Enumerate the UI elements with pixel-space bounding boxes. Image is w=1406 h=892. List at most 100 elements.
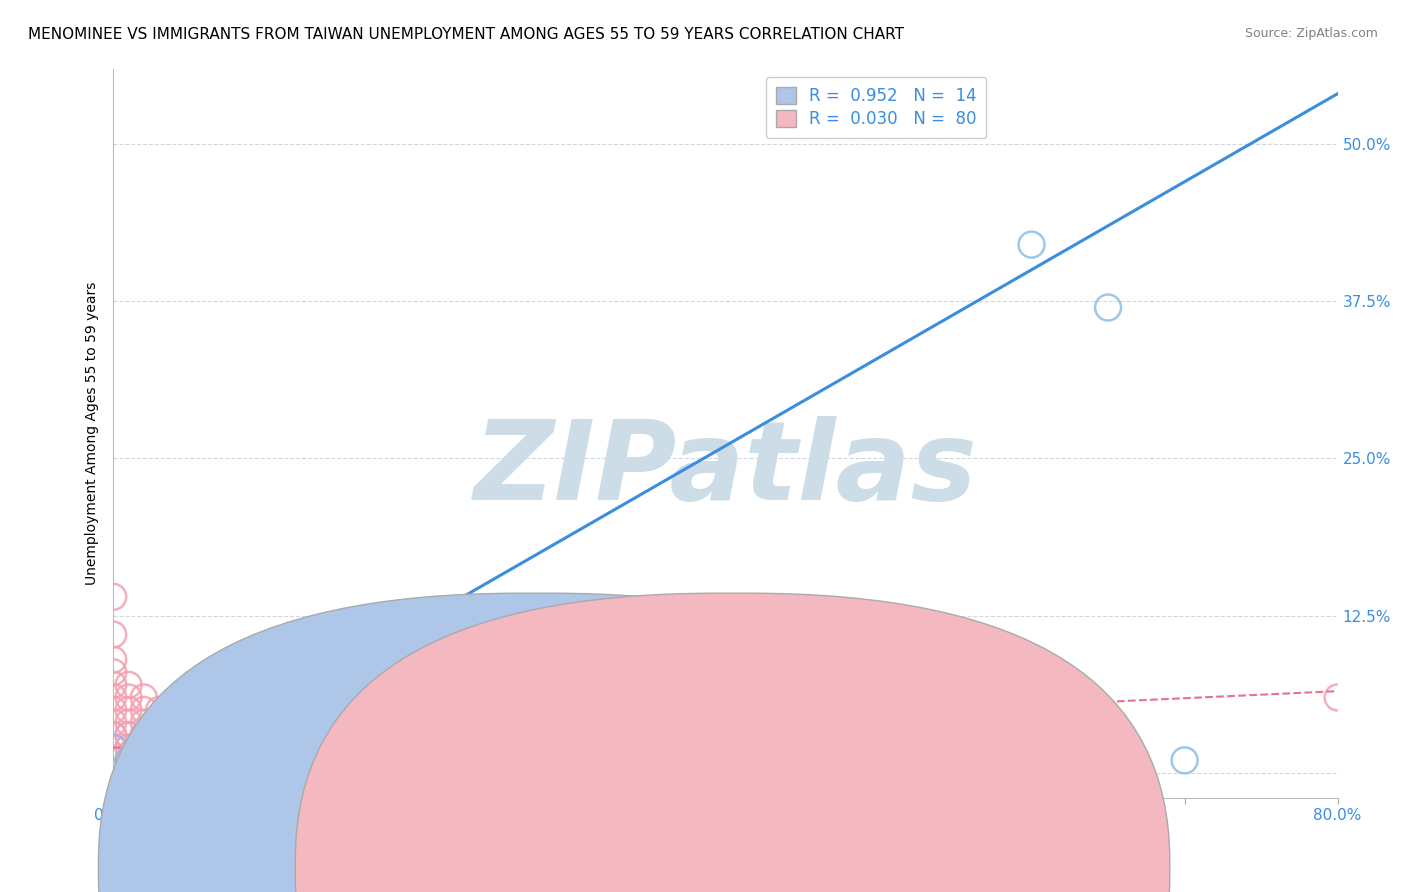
Point xyxy=(209,740,232,755)
Point xyxy=(239,728,262,742)
Text: Menominee: Menominee xyxy=(562,862,652,876)
Point xyxy=(148,765,170,780)
Point xyxy=(194,728,217,742)
Point xyxy=(117,753,139,767)
Point xyxy=(179,753,201,767)
Point xyxy=(239,740,262,755)
Point xyxy=(103,753,125,767)
Point xyxy=(103,740,125,755)
Point xyxy=(103,627,125,641)
Point xyxy=(194,753,217,767)
Point xyxy=(148,703,170,717)
Point xyxy=(239,753,262,767)
Point xyxy=(117,753,139,767)
Point xyxy=(179,740,201,755)
Text: Immigrants from Taiwan: Immigrants from Taiwan xyxy=(759,862,945,876)
Point xyxy=(148,740,170,755)
Point xyxy=(439,753,461,767)
Point xyxy=(103,665,125,680)
Point xyxy=(103,728,125,742)
Point xyxy=(117,765,139,780)
Point xyxy=(285,740,308,755)
Point xyxy=(132,715,155,730)
Point xyxy=(148,728,170,742)
Point xyxy=(1097,301,1119,315)
Point xyxy=(194,715,217,730)
Point xyxy=(117,753,139,767)
Point xyxy=(163,703,186,717)
Point xyxy=(254,753,277,767)
Text: Source: ZipAtlas.com: Source: ZipAtlas.com xyxy=(1244,27,1378,40)
Point xyxy=(347,740,370,755)
Point xyxy=(103,715,125,730)
Point xyxy=(270,740,292,755)
Point xyxy=(117,715,139,730)
Point xyxy=(132,703,155,717)
Point xyxy=(117,740,139,755)
Point xyxy=(132,728,155,742)
Point xyxy=(163,765,186,780)
Point xyxy=(301,753,323,767)
Point xyxy=(103,653,125,667)
Point xyxy=(377,740,399,755)
Point xyxy=(363,753,385,767)
Point xyxy=(163,728,186,742)
Point xyxy=(254,740,277,755)
Point xyxy=(209,753,232,767)
Legend: R =  0.952   N =  14, R =  0.030   N =  80: R = 0.952 N = 14, R = 0.030 N = 80 xyxy=(765,77,987,138)
Text: ZIPatlas: ZIPatlas xyxy=(474,417,977,524)
Point xyxy=(163,740,186,755)
Point xyxy=(270,753,292,767)
Point xyxy=(103,590,125,604)
Point xyxy=(132,765,155,780)
Point xyxy=(408,740,430,755)
Point xyxy=(225,753,247,767)
Point xyxy=(103,703,125,717)
Point xyxy=(316,740,339,755)
Point xyxy=(225,740,247,755)
Point xyxy=(163,753,186,767)
Point xyxy=(117,678,139,692)
Point xyxy=(179,728,201,742)
Point xyxy=(103,740,125,755)
Point xyxy=(117,728,139,742)
Point xyxy=(209,728,232,742)
Point xyxy=(132,753,155,767)
Point xyxy=(103,765,125,780)
Point xyxy=(377,753,399,767)
Point xyxy=(103,765,125,780)
Point xyxy=(209,753,232,767)
Point xyxy=(117,703,139,717)
Point xyxy=(132,740,155,755)
Point xyxy=(103,678,125,692)
Point xyxy=(163,740,186,755)
Point xyxy=(225,728,247,742)
Point xyxy=(225,740,247,755)
Point xyxy=(316,753,339,767)
Point xyxy=(179,753,201,767)
Point xyxy=(163,715,186,730)
Point xyxy=(117,690,139,705)
Y-axis label: Unemployment Among Ages 55 to 59 years: Unemployment Among Ages 55 to 59 years xyxy=(86,282,100,585)
Point xyxy=(103,690,125,705)
Point xyxy=(285,753,308,767)
Point xyxy=(132,690,155,705)
Point xyxy=(179,715,201,730)
Point xyxy=(117,740,139,755)
Point xyxy=(1326,690,1348,705)
Point xyxy=(239,753,262,767)
Point xyxy=(1021,237,1043,252)
Point xyxy=(103,753,125,767)
Point xyxy=(332,740,354,755)
Point xyxy=(103,728,125,742)
Point xyxy=(148,715,170,730)
Point xyxy=(103,740,125,755)
Point xyxy=(132,740,155,755)
Point xyxy=(117,728,139,742)
Point xyxy=(301,740,323,755)
Point xyxy=(148,753,170,767)
Point xyxy=(194,740,217,755)
Point xyxy=(103,765,125,780)
Point xyxy=(132,728,155,742)
Text: MENOMINEE VS IMMIGRANTS FROM TAIWAN UNEMPLOYMENT AMONG AGES 55 TO 59 YEARS CORRE: MENOMINEE VS IMMIGRANTS FROM TAIWAN UNEM… xyxy=(28,27,904,42)
